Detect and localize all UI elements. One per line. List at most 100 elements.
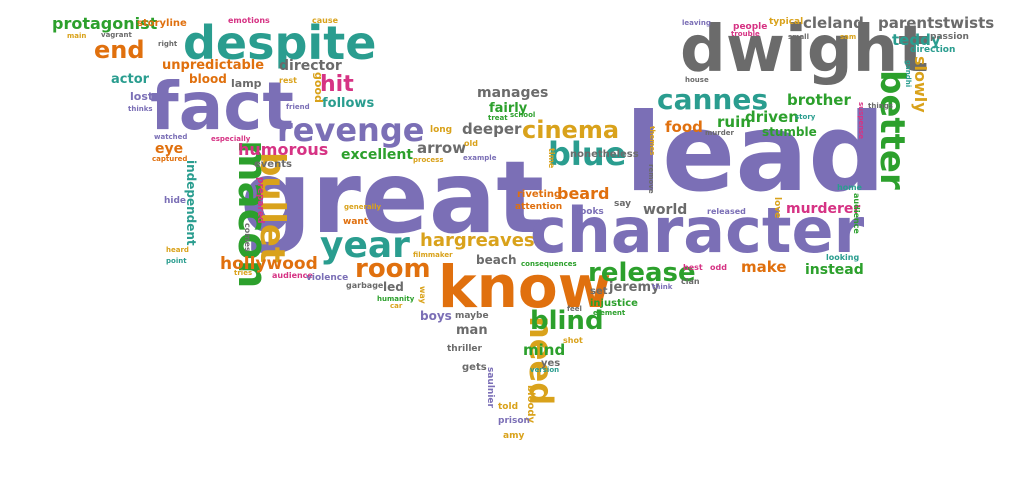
word-trouble: trouble — [731, 30, 760, 38]
word-passion: passion — [930, 32, 969, 42]
word-beard: beard — [557, 184, 610, 203]
word-heard: heard — [166, 246, 189, 254]
word-cannes: cannes — [657, 83, 769, 116]
word-year: year — [320, 225, 410, 266]
word-release: release — [588, 258, 696, 288]
word-told: told — [498, 402, 519, 412]
word-direction: direction — [910, 45, 956, 55]
word-best: best — [683, 263, 703, 272]
word-fairly: fairly — [489, 101, 528, 116]
word-storyline: storyline — [137, 18, 187, 29]
word-right: right — [158, 40, 178, 48]
word-violence: violence — [306, 273, 349, 283]
word-instead: instead — [805, 262, 864, 278]
word-boys: boys — [420, 309, 452, 323]
word-hollywood: hollywood — [220, 254, 318, 274]
word-cinema: cinema — [522, 116, 620, 144]
word-revenge: revenge — [277, 111, 425, 149]
word-process: process — [413, 156, 444, 164]
word-remove: remove — [647, 164, 655, 194]
word-leaving: leaving — [682, 19, 711, 27]
word-old: old — [464, 139, 478, 148]
word-better: better — [872, 70, 912, 190]
word-small: small — [788, 33, 809, 41]
word-events: events — [254, 159, 292, 170]
word-thriller: thriller — [447, 344, 482, 354]
word-tries: tries — [234, 269, 253, 277]
word-themes: themes — [648, 126, 656, 156]
word-school: school — [510, 111, 536, 119]
word-garbage: garbage — [346, 281, 384, 290]
word-parents: parents — [878, 14, 944, 32]
word-murder: murder — [705, 129, 734, 137]
word-audience: audience — [852, 193, 861, 234]
word-especially: especially — [211, 135, 251, 143]
word-consequences: consequences — [521, 260, 577, 268]
word-attention: attention — [515, 202, 563, 212]
word-comes: comes — [243, 223, 252, 252]
word-deeper: deeper — [462, 120, 522, 138]
word-blue: blue — [548, 135, 627, 173]
word-jeremy: jeremy — [609, 280, 660, 295]
word-gandhi: gandhi — [904, 60, 912, 88]
word-great: great — [240, 139, 545, 256]
word-humanity: humanity — [377, 295, 415, 303]
word-excellent: excellent — [341, 147, 414, 163]
word-filmmaker: filmmaker — [413, 251, 453, 259]
word-ruin: ruin — [717, 113, 751, 131]
word-vagrant: vagrant — [101, 31, 132, 39]
word-things: things — [868, 102, 893, 110]
word-manages: manages — [477, 85, 549, 101]
word-brother: brother — [787, 91, 851, 109]
word-hide: hide — [164, 196, 187, 206]
word-house: house — [685, 76, 709, 84]
word-typical: typical — [769, 17, 804, 27]
word-looking: looking — [826, 253, 860, 262]
word-maybe: maybe — [455, 311, 489, 321]
word-arrow: arrow — [417, 139, 467, 157]
word-car: car — [390, 302, 403, 310]
word-despite: despite — [183, 16, 377, 70]
word-treat: treat — [488, 114, 508, 122]
word-clan: clan — [681, 277, 700, 286]
word-led: led — [383, 280, 404, 294]
word-follows: follows — [322, 96, 375, 111]
word-fact: fact — [150, 68, 294, 145]
word-people: people — [733, 22, 768, 32]
word-make: make — [741, 258, 787, 276]
word-blind: blind — [530, 306, 604, 336]
word-captured: captured — [152, 155, 188, 163]
word-lost: lost — [130, 90, 154, 103]
word-set: set — [590, 286, 608, 297]
word-love: love — [772, 197, 782, 219]
word-emotions: emotions — [228, 16, 270, 25]
word-actor: actor — [111, 72, 150, 87]
word-man: man — [456, 323, 488, 338]
word-protagonist: protagonist — [52, 14, 158, 33]
word-element: element — [593, 309, 626, 317]
word-cleland: cleland — [803, 14, 864, 32]
word-suspense: suspense — [857, 102, 865, 139]
word-food: food — [665, 118, 703, 136]
word-teddy: teddy — [892, 31, 941, 49]
word-mind: mind — [523, 341, 566, 359]
word-thinks: thinks — [128, 105, 153, 113]
word-dwight: dwight — [680, 13, 929, 87]
word-hit: hit — [320, 72, 354, 97]
word-say: say — [614, 199, 632, 209]
word-way: way — [418, 286, 427, 304]
word-slowly: slowly — [911, 56, 930, 113]
word-generally: generally — [344, 203, 382, 211]
word-rest: rest — [279, 76, 297, 85]
word-eye: eye — [155, 141, 184, 157]
word-director: director — [279, 58, 342, 74]
word-riveting: riveting — [517, 189, 562, 200]
word-murderer: murderer — [786, 201, 861, 217]
word-time: time — [547, 148, 556, 169]
word-nonetheless: nonetheless — [570, 149, 639, 160]
word-gets: gets — [462, 362, 487, 373]
word-independent: independent — [184, 160, 198, 246]
word-amy: amy — [503, 431, 525, 441]
word-prison: prison — [498, 416, 530, 426]
